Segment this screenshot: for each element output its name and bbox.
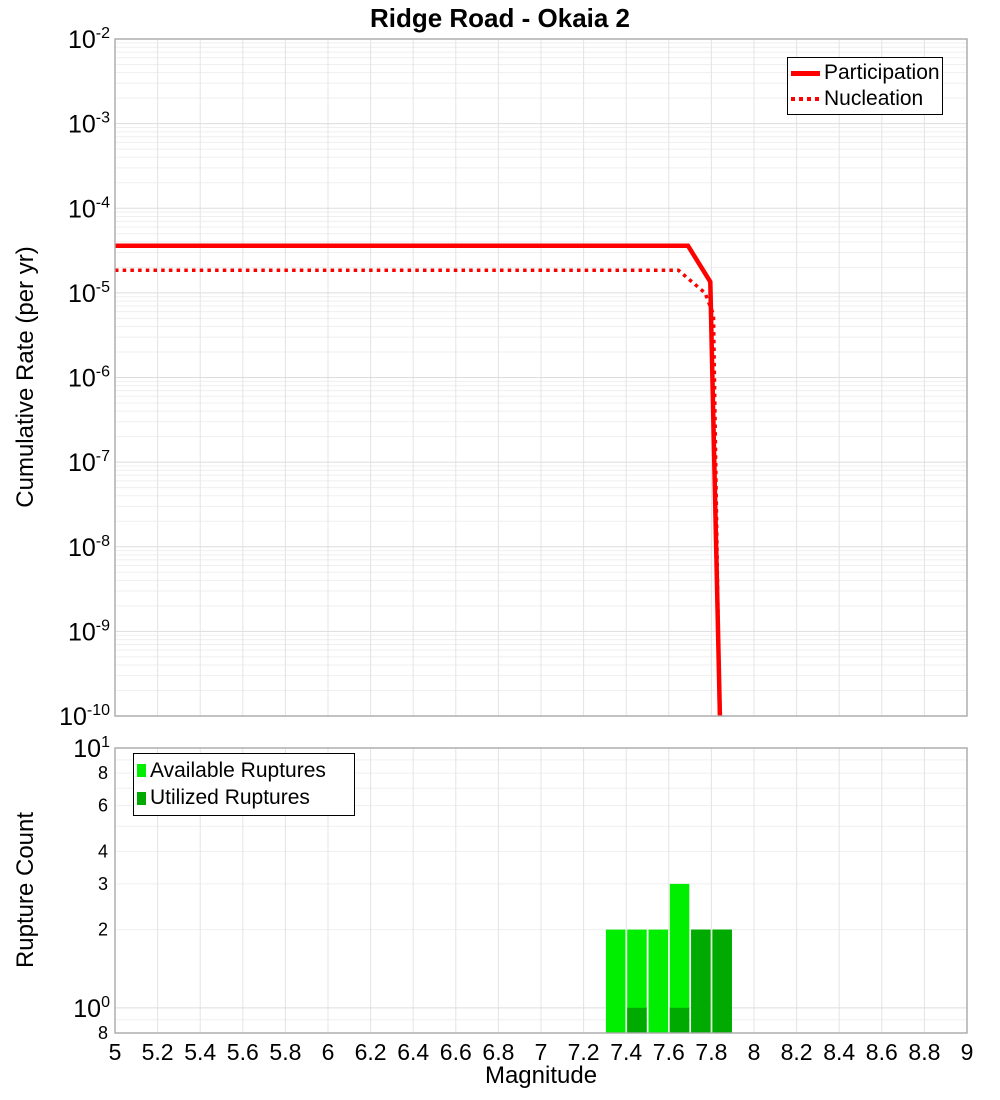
available-bar-swatch [137, 764, 146, 778]
plot-area-rate: 10-2 10-3 10-4 10-5 10-6 10-7 10-8 10-9 10-10 [59, 25, 968, 731]
bar-available [605, 929, 626, 1033]
x-tick-label: 7 [535, 1039, 548, 1065]
rupture-legend: Available Ruptures Utilized Ruptures [133, 753, 355, 816]
x-tick-label: 6.2 [355, 1039, 387, 1065]
participation-line-swatch [791, 70, 820, 76]
y-tick-label: 10-3 [68, 110, 110, 139]
x-tick-label: 7.8 [695, 1039, 727, 1065]
legend-item-utilized-ruptures: Utilized Ruptures [137, 786, 351, 810]
rate-legend: Participation Nucleation [787, 57, 943, 115]
x-tick-label: 8 [748, 1039, 761, 1065]
x-tick-label: 8.4 [823, 1039, 855, 1065]
y-tick-label: 2 [98, 920, 108, 940]
y-tick-label: 100 [73, 994, 110, 1023]
y-axis-label-rupture-count: Rupture Count [12, 811, 39, 969]
bar-utilized [712, 929, 732, 1033]
nucleation-line-swatch [791, 97, 820, 101]
bar-utilized [627, 1007, 647, 1033]
bar-available [627, 929, 647, 1033]
y-tick-label: 8 [98, 1023, 108, 1043]
participation-line [115, 243, 723, 717]
x-tick-label: 5.6 [227, 1039, 259, 1065]
y-tick-label: 3 [98, 874, 108, 894]
y-axis-label-cumulative-rate: Cumulative Rate (per yr) [12, 246, 39, 508]
y-tick-label: 10-4 [68, 194, 110, 223]
y-tick-label: 10-10 [59, 702, 110, 731]
x-tick-label: 8.2 [781, 1039, 813, 1065]
x-tick-label: 5.4 [184, 1039, 216, 1065]
legend-item-participation: Participation [791, 61, 940, 85]
y-tick-label: 101 [73, 734, 110, 763]
x-tick-label: 6 [322, 1039, 335, 1065]
legend-item-available-ruptures: Available Ruptures [137, 759, 351, 783]
bar-available [669, 883, 690, 1033]
x-tick-label: 8.8 [908, 1039, 940, 1065]
legend-item-nucleation: Nucleation [791, 87, 939, 111]
x-tick-label: 7.2 [568, 1039, 600, 1065]
x-tick-label: 6.8 [482, 1039, 514, 1065]
legend-label-utilized-ruptures: Utilized Ruptures [150, 786, 310, 810]
x-tick-label: 6.6 [440, 1039, 472, 1065]
y-tick-label: 10-5 [68, 279, 110, 308]
y-tick-label: 4 [98, 841, 108, 861]
x-axis-label-magnitude: Magnitude [484, 1062, 598, 1089]
bar-utilized [691, 929, 711, 1033]
x-tick-label: 5.2 [142, 1039, 174, 1065]
y-tick-label: 10-2 [68, 25, 110, 54]
y-tick-label: 6 [98, 796, 108, 816]
x-tick-label: 7.4 [610, 1039, 642, 1065]
y-tick-label: 10-8 [68, 533, 110, 562]
legend-label-participation: Participation [824, 61, 940, 84]
legend-label-available-ruptures: Available Ruptures [150, 758, 326, 782]
chart-title: Ridge Road - Okaia 2 [369, 3, 631, 33]
plot-border [114, 38, 968, 717]
y-tick-label: 10-9 [68, 617, 110, 646]
bar-available [648, 929, 668, 1033]
nucleation-line [115, 268, 722, 717]
legend-label-nucleation: Nucleation [824, 87, 924, 110]
x-tick-label: 8.6 [866, 1039, 898, 1065]
x-tick-label: 5 [109, 1039, 122, 1065]
y-tick-label: 10-7 [68, 448, 110, 477]
x-tick-label: 9 [961, 1039, 974, 1065]
x-tick-label: 6.4 [397, 1039, 429, 1065]
plot-border [114, 747, 968, 1034]
y-tick-label: 10-6 [68, 364, 110, 393]
x-tick-label: 7.6 [653, 1039, 685, 1065]
bar-utilized [669, 1007, 690, 1033]
utilized-bar-swatch [137, 791, 146, 805]
y-tick-label: 8 [98, 763, 108, 783]
x-tick-label: 5.8 [269, 1039, 301, 1065]
